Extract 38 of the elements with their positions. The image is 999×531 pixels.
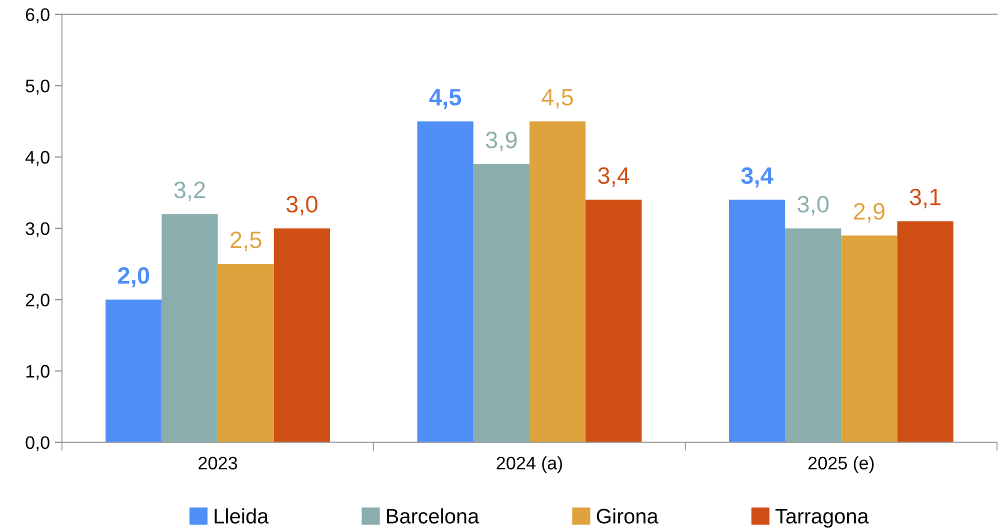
bar (897, 221, 954, 442)
bar (218, 264, 274, 442)
y-tick-label: 4,0 (25, 150, 50, 166)
data-label: 3,0 (286, 196, 318, 216)
bar (728, 200, 786, 442)
y-tick-label: 2,0 (26, 294, 50, 309)
data-label: 2,9 (854, 202, 885, 222)
x-tick-label: 2024 (a) (496, 456, 562, 474)
legend-label: Barcelona (387, 508, 480, 524)
legend-label: Girona (596, 508, 658, 524)
x-tick-label: 2025 (e) (808, 456, 874, 474)
y-tick-label: 5,0 (26, 80, 50, 95)
bar (417, 121, 474, 442)
data-label: 3,0 (798, 196, 829, 216)
bar (162, 214, 218, 442)
bar (106, 300, 162, 442)
data-label: 2,0 (118, 267, 150, 288)
y-tick-label: 3,0 (26, 222, 50, 238)
x-tick-label: 2023 (198, 456, 238, 470)
legend-label: Lleida (214, 508, 269, 524)
bar (586, 200, 642, 442)
y-tick-label: 6,0 (26, 8, 50, 24)
data-label: 4,5 (429, 89, 462, 109)
data-label: 3,2 (174, 182, 205, 202)
bar (274, 228, 330, 442)
data-label: 3,1 (910, 188, 941, 208)
bar (529, 121, 586, 442)
data-label: 3,9 (486, 132, 517, 152)
bar (785, 228, 842, 442)
legend-label: Tarragona (775, 509, 869, 528)
data-label: 3,4 (598, 167, 630, 187)
bar (841, 235, 898, 442)
data-label: 4,5 (542, 89, 573, 108)
y-tick-label: 1,0 (26, 364, 50, 380)
data-label: 3,4 (741, 167, 774, 188)
bar (473, 164, 530, 442)
y-tick-label: 0,0 (26, 436, 50, 452)
data-label: 2,5 (230, 232, 262, 252)
